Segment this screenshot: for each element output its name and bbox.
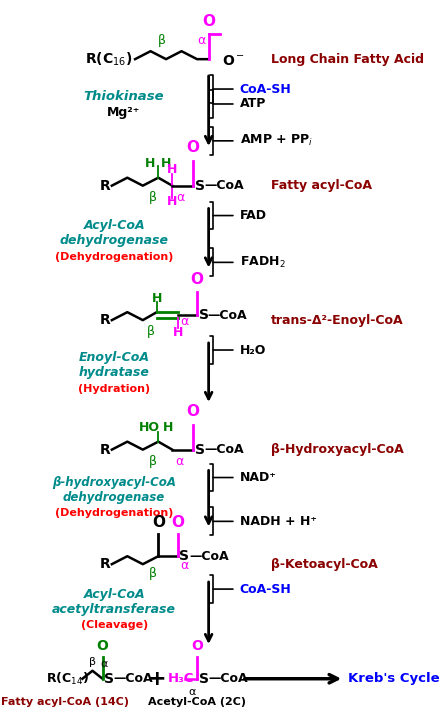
Text: (Dehydrogenation): (Dehydrogenation) [55,252,173,263]
Text: O: O [171,515,184,530]
Text: β-Ketoacyl-CoA: β-Ketoacyl-CoA [271,557,377,571]
Text: S: S [179,549,189,563]
Text: O: O [187,404,200,419]
Text: —CoA: —CoA [189,550,229,562]
Text: S: S [104,671,114,686]
Text: R: R [100,179,111,193]
Text: S: S [198,671,209,686]
Text: —CoA: —CoA [208,309,247,322]
Text: β: β [149,567,157,580]
Text: —CoA: —CoA [209,672,248,685]
Text: Thiokinase: Thiokinase [83,90,164,103]
Text: CoA-SH: CoA-SH [239,83,292,95]
Text: β: β [149,455,157,468]
Text: R: R [100,557,111,571]
Text: Acyl-CoA: Acyl-CoA [83,219,145,232]
Text: AMP + PP$_i$: AMP + PP$_i$ [239,133,313,148]
Text: α: α [176,455,183,468]
Text: O: O [191,639,203,653]
Text: FAD: FAD [239,209,267,222]
Text: H: H [162,422,173,434]
Text: H₃C: H₃C [168,672,194,685]
Text: O: O [97,639,108,653]
Text: CoA-SH: CoA-SH [239,582,292,595]
Text: Acyl-CoA: Acyl-CoA [83,587,145,600]
Text: α: α [197,34,205,47]
Text: S: S [194,179,205,193]
Text: HO: HO [138,422,160,434]
Text: Long Chain Fatty Acid: Long Chain Fatty Acid [271,53,423,66]
Text: Fatty acyl-CoA: Fatty acyl-CoA [271,179,372,192]
Text: H: H [172,325,183,339]
Text: O: O [152,515,165,530]
Text: FADH$_2$: FADH$_2$ [239,255,285,270]
Text: β-hydroxyacyl-CoA: β-hydroxyacyl-CoA [52,476,176,489]
Text: Acetyl-CoA (2C): Acetyl-CoA (2C) [148,696,246,707]
Text: +: + [147,669,166,689]
Text: S: S [198,308,209,322]
Text: Enoyl-CoA: Enoyl-CoA [78,352,149,365]
Text: H: H [161,157,171,170]
Text: NAD⁺: NAD⁺ [239,471,277,484]
Text: α: α [188,686,195,697]
Text: —CoA: —CoA [205,443,244,456]
Text: β: β [158,34,166,47]
Text: —CoA: —CoA [205,179,244,192]
Text: trans-Δ²-Enoyl-CoA: trans-Δ²-Enoyl-CoA [271,314,403,327]
Text: β: β [146,325,154,338]
Text: O$^-$: O$^-$ [222,54,245,68]
Text: —CoA: —CoA [113,672,153,685]
Text: acetyltransferase: acetyltransferase [52,602,176,615]
Text: (Dehydrogenation): (Dehydrogenation) [55,508,173,518]
Text: NADH + H⁺: NADH + H⁺ [239,515,317,528]
Text: H: H [152,292,162,305]
Text: Fatty acyl-CoA (14C): Fatty acyl-CoA (14C) [1,696,129,707]
Text: H₂O: H₂O [239,343,266,357]
Text: β-Hydroxyacyl-CoA: β-Hydroxyacyl-CoA [271,443,404,456]
Text: H: H [167,195,177,208]
Text: O: O [202,14,215,28]
Text: R: R [100,313,111,327]
Text: β: β [89,656,96,666]
Text: α: α [180,559,188,572]
Text: α: α [176,191,184,204]
Text: dehydrogenase: dehydrogenase [60,234,168,247]
Text: S: S [194,443,205,456]
Text: α: α [101,659,108,669]
Text: Kreb's Cycle: Kreb's Cycle [348,672,440,685]
Text: Mg²⁺: Mg²⁺ [107,107,140,120]
Text: H: H [167,163,177,177]
Text: α: α [180,315,188,328]
Text: (Hydration): (Hydration) [78,384,150,394]
Text: O: O [191,272,203,287]
Text: R(C$_{16}$): R(C$_{16}$) [85,51,132,68]
Text: β: β [149,191,157,204]
Text: hydratase: hydratase [78,367,149,379]
Text: R: R [100,443,111,456]
Text: R(C$_{14}$): R(C$_{14}$) [46,671,89,687]
Text: O: O [187,140,200,155]
Text: H: H [146,157,156,170]
Text: (Cleavage): (Cleavage) [81,620,148,630]
Text: dehydrogenase: dehydrogenase [63,491,165,504]
Text: ATP: ATP [239,98,266,110]
